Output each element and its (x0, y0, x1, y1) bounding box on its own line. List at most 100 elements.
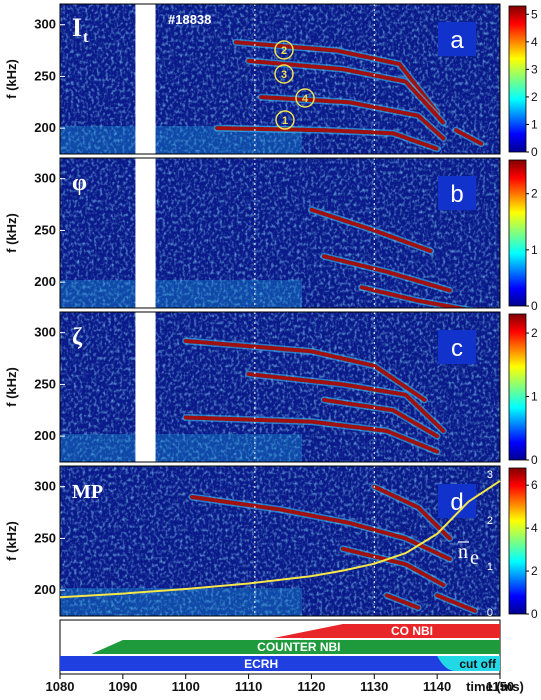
low-frequency-band (60, 588, 302, 616)
y-tick-label: 250 (34, 530, 56, 545)
panel-frame (59, 465, 501, 617)
mode-marker-label: 2 (281, 45, 287, 57)
mode-trace (215, 126, 440, 151)
mode-marker (274, 40, 294, 60)
heating-cutoff (437, 656, 500, 671)
colorbar-tick-label: 1 (531, 243, 538, 257)
data-gap (135, 312, 156, 462)
panel-label: c (451, 335, 463, 362)
x-tick-label: 1080 (46, 679, 75, 694)
colorbar-tick-label: 0 (531, 453, 538, 467)
signal-symbol: φ (72, 170, 87, 196)
x-tick-label: 1110 (235, 679, 263, 694)
y-axis-label: f (kHz) (4, 367, 19, 407)
y-tick-label: 250 (34, 222, 56, 237)
heating-label: ECRH (244, 657, 278, 671)
colorbar-tick-label: 5 (531, 7, 538, 21)
y-tick-label: 300 (34, 17, 56, 32)
colorbar-gradient (508, 313, 527, 461)
panel-label: b (450, 181, 463, 208)
colorbar-tick-label: 4 (531, 35, 538, 49)
heating-bar (273, 624, 500, 638)
mode-marker (274, 64, 294, 84)
y-tick-label: 250 (34, 376, 56, 391)
heating-bar (91, 640, 500, 654)
panel-label: d (450, 489, 463, 516)
shot-number: #18838 (168, 12, 211, 27)
density-tick-label: 1 (487, 561, 493, 573)
mode-marker (295, 88, 315, 108)
colorbar: 2 1 0 (508, 159, 538, 313)
signal-symbol-subscript: t (83, 29, 89, 46)
y-axis-label: f (kHz) (4, 521, 19, 561)
mode-trace (259, 95, 446, 141)
signal-symbol: ζ (72, 324, 83, 350)
y-tick-label: 300 (34, 171, 56, 186)
low-frequency-band (60, 434, 302, 462)
mode-trace (190, 495, 452, 562)
density-trace (59, 480, 501, 599)
mode-marker-label: 4 (302, 93, 309, 105)
mode-trace (435, 593, 477, 613)
colorbar-tick-label: 1 (531, 117, 538, 131)
density-tick-label: 3 (487, 469, 493, 481)
data-gap (135, 158, 156, 308)
panel-plot-area (60, 158, 500, 308)
signal-symbol: MP (72, 481, 103, 503)
x-tick-label: 1100 (172, 679, 200, 694)
mode-trace (322, 397, 440, 439)
panel-label: a (450, 27, 464, 54)
panel-frame (59, 3, 501, 155)
mode-trace (340, 546, 446, 587)
data-gap (135, 4, 156, 154)
colorbar-tick-label: 2 (531, 187, 538, 201)
heating-bar (60, 656, 500, 671)
panel-frame (59, 311, 501, 463)
mode-trace (183, 338, 427, 402)
colorbar-tick-label: 0 (531, 607, 538, 621)
colorbar-tick-label: 0 (531, 145, 538, 159)
mode-trace (309, 207, 433, 254)
heating-label: COUNTER NBI (257, 640, 340, 654)
colorbar-gradient (508, 467, 527, 615)
mode-marker (275, 110, 295, 130)
mode-trace (454, 128, 484, 146)
colorbar-tick-label: 0 (531, 299, 538, 313)
colorbar-gradient (508, 159, 527, 307)
y-tick-label: 250 (34, 68, 56, 83)
y-tick-label: 300 (34, 479, 56, 494)
x-tick-label: 1120 (297, 679, 325, 694)
y-tick-label: 200 (34, 428, 56, 443)
noise-texture (60, 312, 500, 462)
panel-label-box (438, 330, 476, 364)
y-axis-label: f (kHz) (4, 213, 19, 253)
panel-plot-area (60, 312, 500, 462)
x-tick-label: 1150 (486, 679, 514, 694)
colorbar: 6 4 2 0 (508, 467, 538, 621)
mode-trace (372, 484, 452, 541)
panel-label-box (438, 22, 476, 56)
mode-marker-label: 3 (281, 69, 287, 81)
colorbar-tick-label: 2 (531, 90, 538, 104)
x-axis-label: time (ms) (466, 679, 524, 694)
colorbar-tick-label: 2 (531, 564, 538, 578)
panel-label-box (438, 176, 476, 210)
signal-symbol: I (72, 13, 82, 42)
heating-label: CO NBI (391, 624, 433, 638)
panel-frame (59, 157, 501, 309)
panel-b: 200 250 300 f (kHz) φ b 2 1 0 (4, 157, 538, 313)
mode-trace (384, 593, 421, 610)
colorbar-gradient (508, 5, 527, 153)
x-tick-label: 1090 (108, 679, 137, 694)
colorbar-tick-label: 3 (531, 62, 538, 76)
mode-trace (246, 372, 446, 433)
density-label-subscript: e (470, 547, 479, 569)
colorbar-tick-label: 4 (531, 521, 538, 535)
panel-a: 200 250 300 f (kHz) I t a 5 4 3 2 1 0 #18838 1 2 3 4 (4, 3, 538, 159)
colorbar: 2 1 0 (508, 313, 538, 467)
mode-trace (234, 40, 440, 115)
y-axis-label: f (kHz) (4, 59, 19, 99)
